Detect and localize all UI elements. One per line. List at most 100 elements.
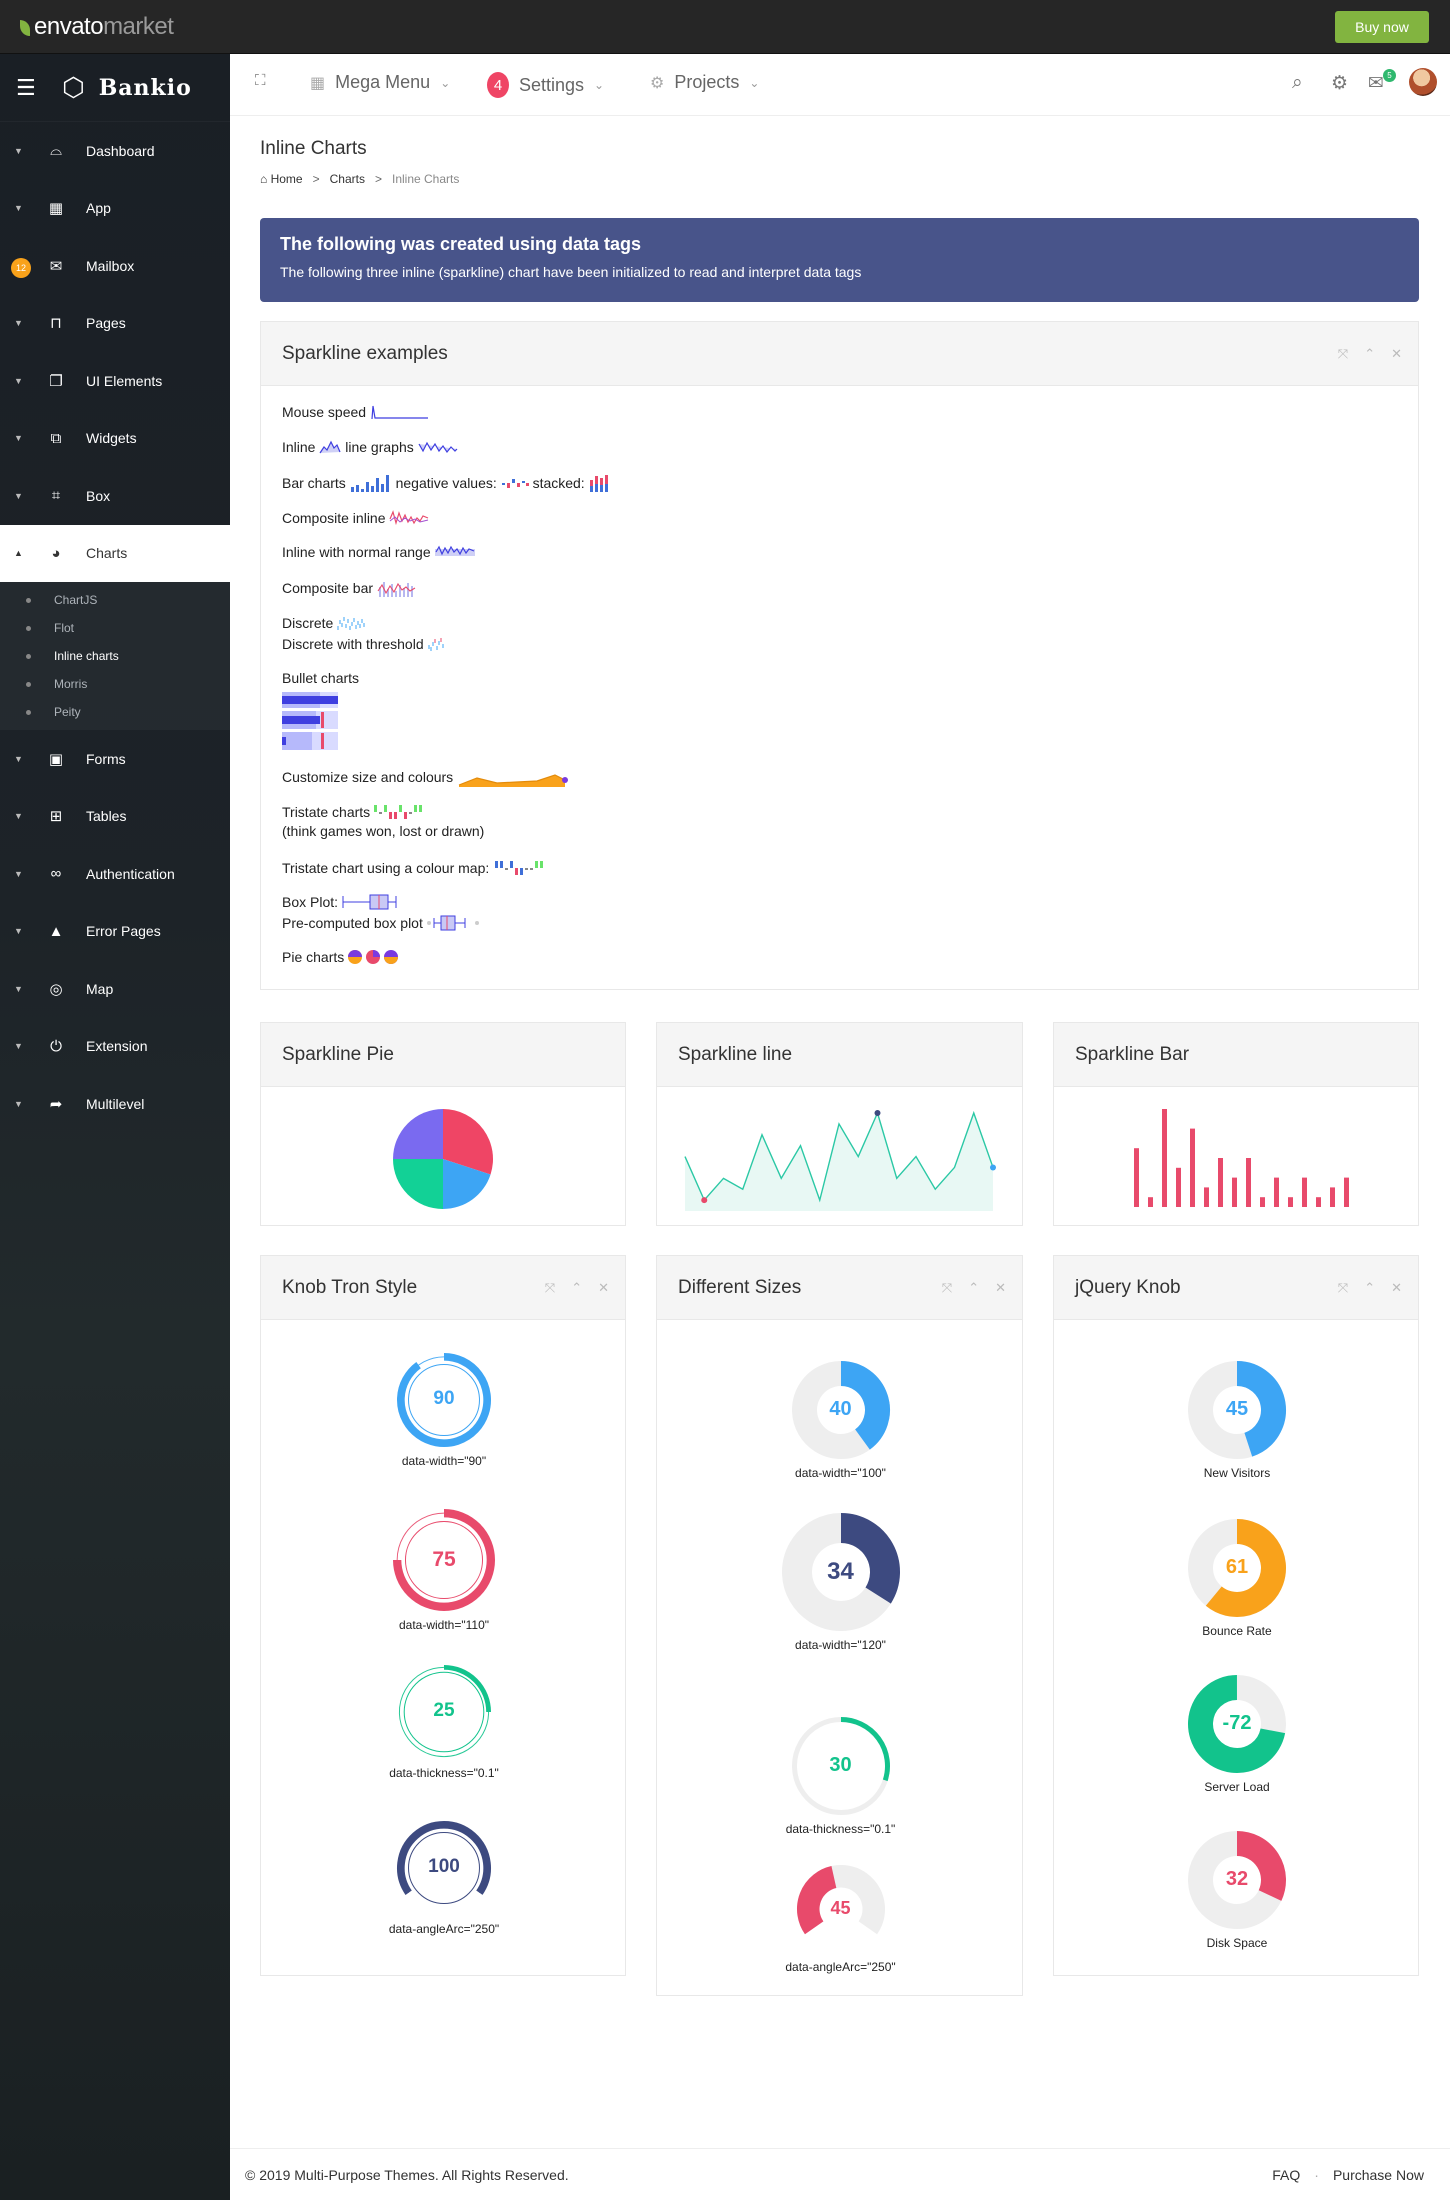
submenu-item-inline-charts[interactable]: Inline charts xyxy=(0,642,230,670)
sparkline-line-card: Sparkline line xyxy=(656,1022,1023,1226)
mail-count-badge: 5 xyxy=(1383,69,1396,82)
knob-value-arc xyxy=(1236,1831,1286,1901)
sidebar-item-ui-elements[interactable]: ▼ ❐ UI Elements xyxy=(0,352,230,410)
submenu-item-morris[interactable]: Morris xyxy=(0,670,230,698)
inline-sparkline xyxy=(319,440,341,454)
knob[interactable]: 75 data-width="110" xyxy=(392,1508,496,1632)
row-label: Customize size and colours xyxy=(282,769,454,785)
chevron-up-icon[interactable]: ⌃ xyxy=(1364,346,1376,361)
bar xyxy=(1344,1177,1349,1207)
row-composite-bar: Composite bar xyxy=(282,579,417,597)
knob-value: 25 xyxy=(433,1700,455,1722)
chevron-up-icon[interactable]: ⌃ xyxy=(968,1280,980,1295)
fullscreen-icon[interactable]: ⛶ xyxy=(255,72,266,89)
alert-text: The following three inline (sparkline) c… xyxy=(280,264,862,280)
knob[interactable]: 45 data-angleArc="250" xyxy=(785,1864,896,1974)
knob-value: 34 xyxy=(827,1557,854,1585)
mail-icon: ✉ xyxy=(49,257,63,275)
sidebar-item-widgets[interactable]: ▼ ⧉ Widgets xyxy=(0,410,230,468)
card-tools: ⤧ ⌃ ✕ xyxy=(1338,346,1402,362)
expand-icon[interactable]: ⤧ xyxy=(1337,1280,1349,1295)
gear-icon[interactable]: ⚙ xyxy=(1331,73,1349,94)
knob[interactable]: 100 data-angleArc="250" xyxy=(389,1820,499,1936)
caret-down-icon: ▼ xyxy=(14,145,23,156)
alert-title: The following was created using data tag… xyxy=(280,234,642,254)
home-icon: ⌂ xyxy=(260,172,268,186)
sidebar-item-label: Dashboard xyxy=(86,142,155,159)
caret-down-icon: ▼ xyxy=(14,203,23,214)
knob-label: Bounce Rate xyxy=(1202,1624,1272,1638)
hamburger-menu-icon[interactable]: ☰ xyxy=(16,74,36,100)
settings-menu[interactable]: 4 Settings ⌄ xyxy=(487,72,604,98)
knob[interactable]: 30 data-thickness="0.1" xyxy=(786,1716,895,1836)
sidebar-item-dashboard[interactable]: ▼ ⌓ Dashboard xyxy=(0,122,230,180)
main-header: ⛶ ▦ Mega Menu ⌄ 4 Settings ⌄ ⚙ Projects ⌄ ⌕ ⚙ … xyxy=(230,54,1450,116)
submenu-item-peity[interactable]: Peity xyxy=(0,698,230,726)
caret-down-icon: ▼ xyxy=(14,375,23,386)
row-discrete-threshold: Discrete with threshold xyxy=(282,635,446,653)
sidebar-item-forms[interactable]: ▼ ▣ Forms xyxy=(0,730,230,788)
avatar[interactable] xyxy=(1409,68,1437,96)
close-icon[interactable]: ✕ xyxy=(1391,1280,1402,1295)
knob[interactable]: 45 New Visitors xyxy=(1187,1360,1287,1480)
sidebar-brand: ☰ ⬡ Bankio xyxy=(0,54,230,122)
sidebar-item-extension[interactable]: ▼ ⏻ Extension xyxy=(0,1018,230,1076)
search-icon[interactable]: ⌕ xyxy=(1292,72,1303,93)
pie-chart-icon: ◕ xyxy=(51,544,61,562)
sidebar-item-app[interactable]: ▼ ▦ App xyxy=(0,180,230,238)
envelope-icon[interactable]: ✉ xyxy=(1368,73,1384,94)
sidebar-item-box[interactable]: ▼ ⌗ Box xyxy=(0,467,230,525)
caret-down-icon: ▼ xyxy=(14,1098,23,1109)
close-icon[interactable]: ✕ xyxy=(1391,346,1402,361)
envato-logo[interactable]: envatomarket xyxy=(20,13,174,41)
close-icon[interactable]: ✕ xyxy=(598,1280,609,1295)
sidebar: ☰ ⬡ Bankio ▼ ⌓ Dashboard ▼ ▦ App 12 ✉ Mailbox ▼ ⊓ P… xyxy=(0,54,230,2200)
knob-value-arc xyxy=(1205,1519,1286,1617)
knob-value-arc xyxy=(393,1509,495,1611)
projects-menu[interactable]: ⚙ Projects ⌄ xyxy=(650,72,759,93)
close-icon[interactable]: ✕ xyxy=(995,1280,1006,1295)
chevron-up-icon[interactable]: ⌃ xyxy=(1364,1280,1376,1295)
sidebar-item-label: Map xyxy=(86,980,114,997)
sidebar-item-label: Extension xyxy=(86,1038,148,1055)
sidebar-item-mailbox[interactable]: 12 ✉ Mailbox xyxy=(0,237,230,295)
knob-dial xyxy=(1188,1675,1286,1773)
knob[interactable]: 32 Disk Space xyxy=(1187,1830,1287,1950)
sidebar-item-charts[interactable]: ▲ ◕ Charts xyxy=(0,524,230,582)
buy-now-button[interactable]: Buy now xyxy=(1335,11,1429,43)
purchase-now-link[interactable]: Purchase Now xyxy=(1332,2167,1424,2183)
expand-icon[interactable]: ⤧ xyxy=(544,1280,556,1295)
knob-dial xyxy=(796,1865,885,1935)
sidebar-item-authentication[interactable]: ▼ ∞ Authentication xyxy=(0,845,230,903)
chevron-up-icon[interactable]: ⌃ xyxy=(571,1280,583,1295)
line-last-point xyxy=(990,1164,996,1171)
bar xyxy=(1148,1197,1153,1207)
sidebar-item-error-pages[interactable]: ▼ ▲ Error Pages xyxy=(0,903,230,961)
knob-dial xyxy=(781,1513,900,1631)
sidebar-item-label: Mailbox xyxy=(86,257,135,274)
faq-link[interactable]: FAQ xyxy=(1272,2167,1301,2183)
sidebar-item-label: Pages xyxy=(86,315,126,332)
knob[interactable]: 40 data-width="100" xyxy=(791,1360,891,1480)
sidebar-item-tables[interactable]: ▼ ⊞ Tables xyxy=(0,788,230,846)
sidebar-item-map[interactable]: ▼ ◎ Map xyxy=(0,960,230,1018)
sidebar-item-pages[interactable]: ▼ ⊓ Pages xyxy=(0,295,230,353)
knob-label: New Visitors xyxy=(1203,1466,1271,1480)
knob[interactable]: 25 data-thickness="0.1" xyxy=(389,1664,499,1780)
knob-value-arc xyxy=(397,1353,491,1447)
mega-menu[interactable]: ▦ Mega Menu ⌄ xyxy=(310,72,450,93)
knob[interactable]: 90 data-width="90" xyxy=(396,1352,492,1468)
sidebar-item-label: Multilevel xyxy=(86,1095,145,1112)
breadcrumb-charts[interactable]: Charts xyxy=(329,172,365,186)
knob[interactable]: 34 data-width="120" xyxy=(781,1512,901,1652)
expand-icon[interactable]: ⤧ xyxy=(1337,346,1349,361)
knob[interactable]: 61 Bounce Rate xyxy=(1187,1518,1287,1638)
expand-icon[interactable]: ⤧ xyxy=(941,1280,953,1295)
submenu-item-flot[interactable]: Flot xyxy=(0,614,230,642)
submenu-item-chartjs[interactable]: ChartJS xyxy=(0,586,230,614)
knob[interactable]: -72 Server Load xyxy=(1187,1674,1287,1794)
pie-slice xyxy=(393,1109,443,1159)
breadcrumb-home[interactable]: Home xyxy=(270,172,303,186)
sidebar-item-multilevel[interactable]: ▼ ➦ Multilevel xyxy=(0,1075,230,1133)
settings-badge: 4 xyxy=(487,72,509,98)
